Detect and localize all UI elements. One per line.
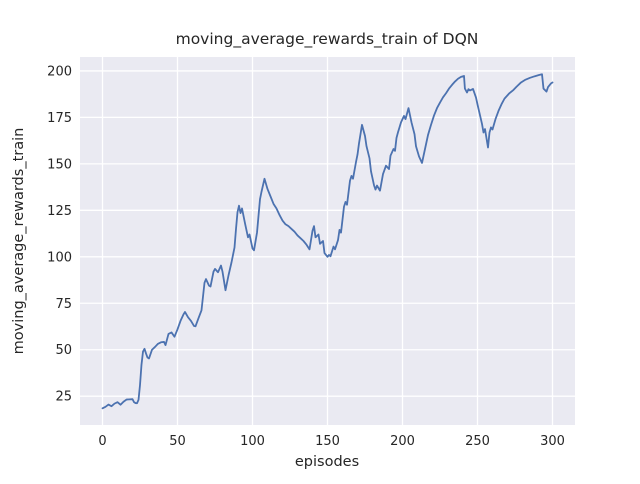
x-tick-label: 250	[465, 434, 490, 449]
y-axis-label: moving_average_rewards_train	[11, 128, 27, 355]
x-tick-label: 50	[169, 434, 186, 449]
y-tick-label: 50	[55, 343, 72, 358]
x-tick-label: 100	[240, 434, 265, 449]
y-tick-label: 125	[47, 204, 72, 219]
x-tick-label: 0	[98, 434, 106, 449]
x-axis-label: episodes	[295, 454, 359, 470]
x-tick-label: 150	[315, 434, 340, 449]
y-tick-label: 175	[47, 111, 72, 126]
chart-title: moving_average_rewards_train of DQN	[176, 30, 479, 49]
reward-line	[101, 73, 554, 410]
y-tick-label: 200	[47, 64, 72, 79]
y-tick-label: 75	[55, 297, 72, 312]
tick-labels: 0 50 100 150 200 250 300 25 50 75 100 125 150 175 200	[47, 64, 565, 449]
series-moving_average_rewards_train	[101, 73, 554, 410]
x-tick-label: 200	[390, 434, 415, 449]
y-tick-label: 100	[47, 250, 72, 265]
x-tick-label: 300	[540, 434, 565, 449]
y-tick-label: 150	[47, 157, 72, 172]
y-tick-label: 25	[55, 390, 72, 405]
